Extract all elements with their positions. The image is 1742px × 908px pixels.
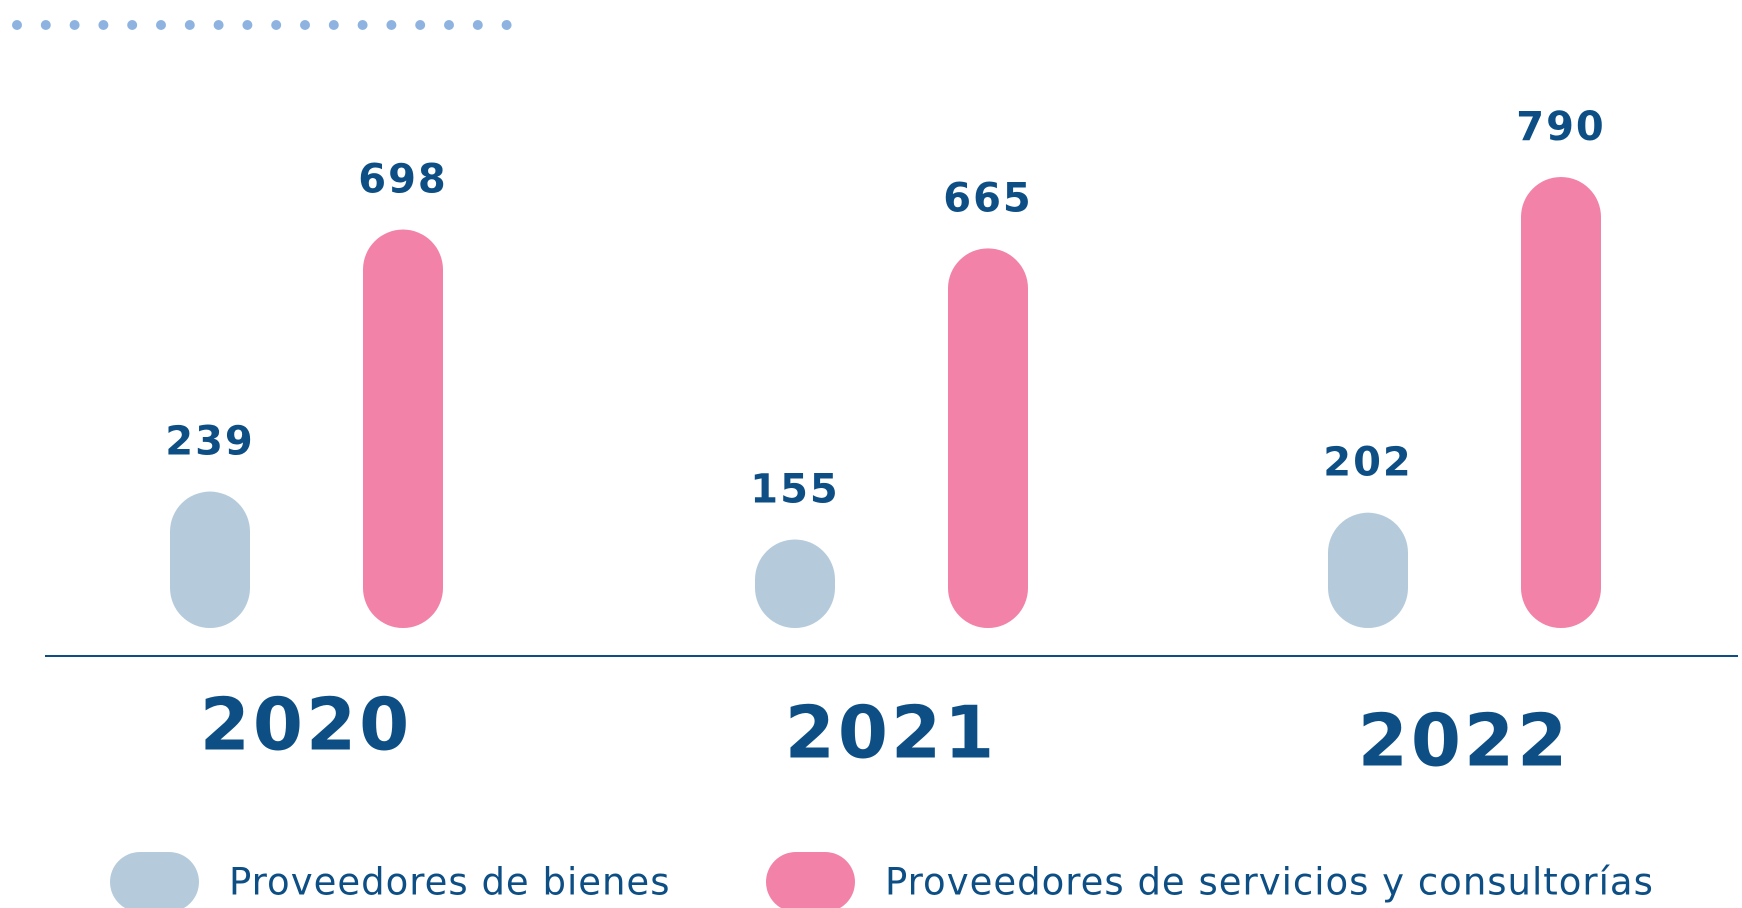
bar xyxy=(1521,177,1601,628)
decor-dot xyxy=(40,20,51,30)
decor-dot xyxy=(415,20,426,30)
value-label: 155 xyxy=(750,467,840,513)
decor-dot xyxy=(501,20,512,30)
decor-dot xyxy=(184,20,195,30)
decor-dot xyxy=(271,20,282,30)
category-label: 2020 xyxy=(200,683,412,767)
decor-dot xyxy=(300,20,310,30)
value-label: 790 xyxy=(1516,104,1606,150)
decor-dot xyxy=(357,20,368,30)
decor-dot xyxy=(12,20,22,30)
decor-dot xyxy=(242,20,253,30)
decor-dot xyxy=(69,20,80,30)
decor-dot xyxy=(328,20,339,30)
bar xyxy=(755,539,835,628)
legend-label: Proveedores de bienes xyxy=(229,861,670,904)
value-label: 698 xyxy=(358,157,448,203)
value-label: 239 xyxy=(165,419,255,465)
decor-dot xyxy=(98,20,109,30)
legend-label: Proveedores de servicios y consultorías xyxy=(885,861,1654,904)
decor-dot xyxy=(386,20,397,30)
decor-dot xyxy=(213,20,224,30)
legend-swatch xyxy=(110,852,199,908)
category-label: 2021 xyxy=(785,691,997,775)
decor-dot xyxy=(444,20,454,30)
decor-dot xyxy=(472,20,483,30)
category-label: 2022 xyxy=(1358,699,1570,783)
legend-swatch xyxy=(766,852,855,908)
bar xyxy=(170,491,250,628)
bar xyxy=(363,229,443,628)
decor-dot xyxy=(156,20,166,30)
value-label: 202 xyxy=(1323,440,1413,486)
value-label: 665 xyxy=(943,175,1033,221)
decor-dot xyxy=(127,20,138,30)
bar xyxy=(948,248,1028,628)
bar xyxy=(1328,512,1408,628)
